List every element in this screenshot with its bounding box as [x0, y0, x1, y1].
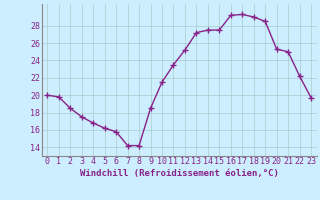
X-axis label: Windchill (Refroidissement éolien,°C): Windchill (Refroidissement éolien,°C) [80, 169, 279, 178]
